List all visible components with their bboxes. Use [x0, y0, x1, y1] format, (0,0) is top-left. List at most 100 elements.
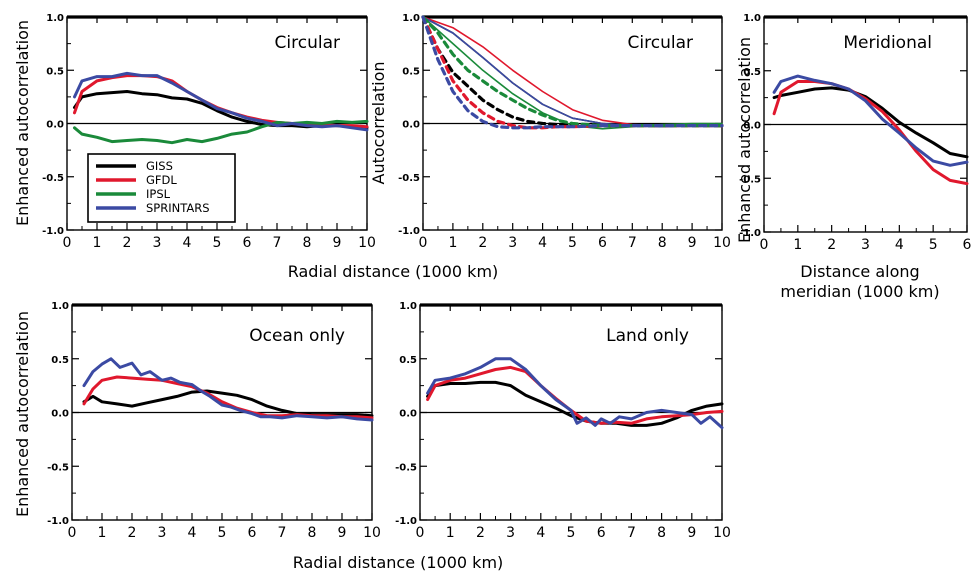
panel-circular-autocorr: 0 1 2 3 4 5 6 7 8 9 10 -1.0 -0.5 0.0 0.5 1.0 Circular [398, 13, 731, 251]
y-tick-label: 1.0 [743, 13, 761, 24]
y-tick-label: 0.0 [51, 409, 69, 420]
y-tick-label: -0.5 [739, 174, 761, 185]
x-tick-label: 3 [861, 237, 870, 253]
legend: GISS GFDL IPSL SPRINTARS [87, 153, 236, 223]
y-tick-label: 0.5 [402, 66, 420, 77]
y-tick-label: 0.0 [46, 120, 64, 131]
y-tick-label: -1.0 [395, 516, 417, 527]
y-tick-label: 0.0 [402, 120, 420, 131]
series-line-gfdl [82, 375, 374, 420]
y-tick-label: -1.0 [398, 226, 420, 237]
x-tick-label: 1 [98, 525, 107, 541]
ylabel-panel-1: Enhanced autocorrelation [13, 20, 32, 226]
panel-title: Circular [628, 33, 693, 53]
x-tick-label: 4 [183, 235, 192, 251]
x-tick-label: 2 [827, 237, 836, 253]
y-tick-label: 0.0 [743, 121, 761, 132]
ylabel-panel-4: Enhanced autocorrelation [13, 311, 32, 517]
x-tick-label: 5 [929, 237, 938, 253]
x-tick-label: 8 [657, 525, 666, 541]
x-tick-label: 2 [128, 525, 137, 541]
x-tick-label: 4 [536, 525, 545, 541]
legend-label-ipsl: IPSL [146, 187, 171, 201]
x-tick-label: 6 [598, 235, 607, 251]
x-tick-label: 9 [338, 525, 347, 541]
series-line-sprintars [73, 71, 369, 132]
x-tick-label: 4 [188, 525, 197, 541]
x-tick-label: 0 [416, 525, 425, 541]
x-tick-label: 10 [713, 235, 731, 251]
x-tick-label: 7 [627, 525, 636, 541]
series-line-ipsl [73, 119, 369, 145]
y-tick-label: -0.5 [395, 462, 417, 473]
xlabel-top: Radial distance (1000 km) [288, 262, 499, 281]
x-tick-label: 8 [303, 235, 312, 251]
x-tick-label: 3 [153, 235, 162, 251]
xlabel-meridian-line2: meridian (1000 km) [780, 282, 939, 301]
x-tick-label: 4 [895, 237, 904, 253]
x-tick-label: 1 [793, 237, 802, 253]
y-tick-label: -0.5 [398, 173, 420, 184]
y-tick-label: 0.5 [51, 355, 69, 366]
y-tick-label: 1.0 [51, 301, 69, 312]
series-line-sprintars [82, 357, 374, 422]
panel-circular-enhanced: 0 1 2 3 4 5 6 7 8 9 10 -1.0 -0.5 0.0 0.5 1.0 Circular [42, 13, 376, 251]
x-tick-label: 10 [713, 525, 731, 541]
series-line-sprintars-dashed [421, 15, 724, 130]
x-tick-label: 5 [218, 525, 227, 541]
y-tick-label: -1.0 [42, 226, 64, 237]
legend-label-giss: GISS [146, 159, 173, 173]
x-tick-label: 4 [538, 235, 547, 251]
y-tick-label: 1.0 [46, 13, 64, 24]
y-tick-label: -0.5 [42, 173, 64, 184]
y-tick-label: -1.0 [47, 516, 69, 527]
x-tick-label: 0 [419, 235, 428, 251]
x-tick-label: 7 [628, 235, 637, 251]
xlabel-meridian-line1: Distance along [800, 262, 919, 281]
panel-title: Meridional [843, 33, 932, 53]
x-tick-label: 3 [506, 525, 515, 541]
y-tick-label: 0.5 [743, 67, 761, 78]
x-tick-label: 6 [248, 525, 257, 541]
x-tick-label: 10 [363, 525, 381, 541]
x-tick-label: 3 [158, 525, 167, 541]
series-line-sprintars [426, 357, 724, 430]
series-line-giss [772, 86, 969, 159]
series-line-gfdl [772, 80, 969, 186]
panel-land-only: 0 1 2 3 4 5 6 7 8 9 10 -1.0 -0.5 0.0 0.5 1.0 Land only [395, 301, 731, 541]
series-line-giss [426, 380, 724, 427]
y-tick-label: 1.0 [402, 13, 420, 24]
x-tick-label: 9 [687, 525, 696, 541]
x-tick-label: 5 [567, 525, 576, 541]
panel-title: Land only [606, 326, 689, 346]
y-tick-label: 1.0 [399, 301, 417, 312]
x-tick-label: 0 [63, 235, 72, 251]
y-tick-label: -1.0 [739, 228, 761, 239]
x-tick-label: 5 [213, 235, 222, 251]
x-tick-label: 6 [597, 525, 606, 541]
x-tick-label: 7 [278, 525, 287, 541]
legend-label-sprintars: SPRINTARS [146, 201, 210, 215]
x-tick-label: 2 [478, 235, 487, 251]
x-tick-label: 6 [243, 235, 252, 251]
panel-title: Ocean only [249, 326, 345, 346]
x-tick-label: 3 [508, 235, 517, 251]
y-tick-label: 0.5 [399, 355, 417, 366]
x-tick-label: 0 [760, 237, 769, 253]
x-tick-label: 0 [68, 525, 77, 541]
series-line-gfdl [426, 365, 724, 425]
x-tick-label: 8 [308, 525, 317, 541]
x-tick-label: 2 [123, 235, 132, 251]
y-tick-label: 0.5 [46, 66, 64, 77]
x-tick-label: 6 [963, 237, 972, 253]
ylabel-panel-2: Autocorrelation [369, 62, 388, 185]
x-tick-label: 1 [93, 235, 102, 251]
panel-ocean-only: 0 1 2 3 4 5 6 7 8 9 10 -1.0 -0.5 0.0 0.5 1.0 Ocean only [47, 301, 381, 541]
series-line-sprintars [772, 74, 969, 167]
panel-title: Circular [275, 33, 340, 53]
panel-meridional: 0 1 2 3 4 5 6 -1.0 -0.5 0.0 0.5 1.0 Meridional [739, 13, 971, 253]
x-tick-label: 7 [273, 235, 282, 251]
x-tick-label: 9 [333, 235, 342, 251]
y-tick-label: -0.5 [47, 462, 69, 473]
